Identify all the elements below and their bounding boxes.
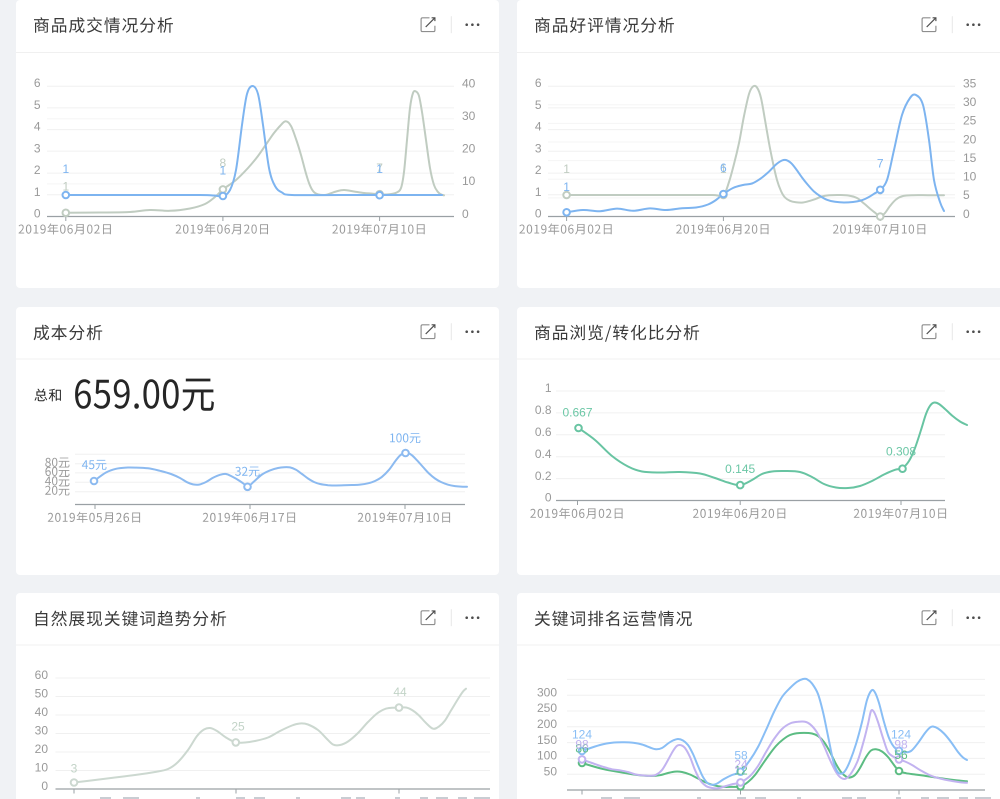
svg-text:2: 2 — [535, 163, 542, 177]
svg-text:56: 56 — [894, 748, 908, 762]
svg-text:5: 5 — [34, 98, 41, 112]
svg-text:3: 3 — [34, 141, 41, 155]
svg-text:6: 6 — [720, 161, 727, 175]
svg-text:86: 86 — [575, 742, 589, 756]
svg-text:50: 50 — [544, 764, 558, 778]
svg-text:6: 6 — [34, 76, 41, 90]
svg-text:35: 35 — [963, 77, 977, 91]
svg-text:12: 12 — [734, 763, 748, 777]
svg-text:5: 5 — [535, 98, 542, 112]
svg-text:15: 15 — [963, 151, 977, 165]
svg-text:0.8: 0.8 — [535, 403, 552, 417]
svg-text:7: 7 — [376, 161, 383, 175]
svg-text:0.667: 0.667 — [562, 405, 592, 419]
svg-text:1: 1 — [34, 185, 41, 199]
svg-text:20: 20 — [963, 132, 977, 146]
svg-text:30: 30 — [462, 109, 476, 123]
svg-text:100: 100 — [537, 749, 557, 763]
svg-text:98: 98 — [894, 738, 908, 752]
svg-text:25: 25 — [963, 114, 977, 128]
svg-text:1: 1 — [535, 185, 542, 199]
svg-text:1: 1 — [62, 162, 69, 176]
svg-text:3: 3 — [535, 141, 542, 155]
svg-text:60: 60 — [35, 668, 49, 682]
svg-text:20: 20 — [462, 142, 476, 156]
svg-text:40: 40 — [462, 77, 476, 91]
svg-text:10: 10 — [963, 170, 977, 184]
svg-text:0.6: 0.6 — [535, 425, 552, 439]
svg-text:6: 6 — [535, 76, 542, 90]
svg-text:5: 5 — [963, 188, 970, 202]
svg-text:44: 44 — [393, 685, 407, 699]
svg-text:124: 124 — [572, 728, 592, 742]
svg-text:40: 40 — [35, 705, 49, 719]
svg-text:20: 20 — [35, 742, 49, 756]
svg-text:0.2: 0.2 — [535, 469, 552, 483]
svg-text:0: 0 — [535, 207, 542, 221]
svg-text:50: 50 — [35, 687, 49, 701]
svg-text:25: 25 — [231, 719, 245, 733]
svg-text:3: 3 — [71, 761, 78, 775]
svg-text:1: 1 — [563, 180, 570, 194]
svg-text:0: 0 — [545, 491, 552, 505]
svg-text:10: 10 — [462, 174, 476, 188]
svg-text:0: 0 — [462, 207, 469, 221]
svg-text:1: 1 — [545, 381, 552, 395]
svg-text:150: 150 — [537, 733, 557, 747]
svg-text:7: 7 — [877, 157, 884, 171]
svg-text:1: 1 — [720, 162, 727, 176]
svg-text:0.4: 0.4 — [535, 447, 552, 461]
svg-text:1: 1 — [220, 164, 227, 178]
svg-text:0: 0 — [41, 779, 48, 793]
svg-text:4: 4 — [535, 120, 542, 134]
svg-text:0.308: 0.308 — [886, 444, 916, 458]
svg-text:250: 250 — [537, 701, 557, 715]
svg-text:1: 1 — [62, 180, 69, 194]
svg-text:10: 10 — [35, 761, 49, 775]
svg-text:0: 0 — [963, 207, 970, 221]
svg-text:4: 4 — [34, 120, 41, 134]
svg-text:30: 30 — [963, 95, 977, 109]
svg-text:1: 1 — [563, 162, 570, 176]
svg-text:24: 24 — [734, 757, 748, 771]
svg-text:58: 58 — [734, 749, 748, 763]
svg-text:0: 0 — [34, 207, 41, 221]
svg-text:8: 8 — [220, 156, 227, 170]
svg-text:30: 30 — [35, 724, 49, 738]
svg-text:200: 200 — [537, 717, 557, 731]
svg-text:124: 124 — [891, 727, 911, 741]
svg-text:1: 1 — [376, 162, 383, 176]
svg-text:300: 300 — [537, 685, 557, 699]
svg-text:0.145: 0.145 — [725, 462, 755, 476]
svg-text:2: 2 — [34, 163, 41, 177]
svg-text:98: 98 — [575, 738, 589, 752]
